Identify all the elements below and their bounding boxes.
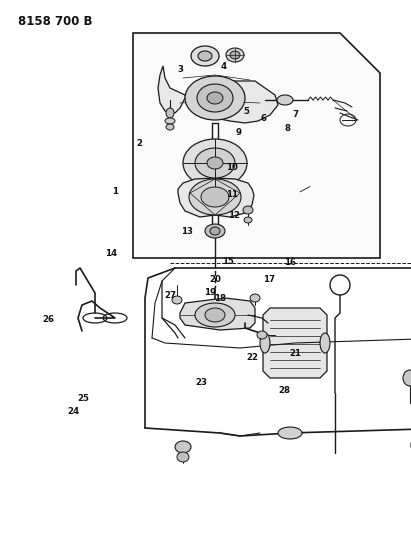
Polygon shape	[178, 178, 254, 217]
Ellipse shape	[175, 441, 191, 453]
Text: 6: 6	[260, 114, 266, 123]
Text: 15: 15	[222, 257, 234, 265]
Text: 28: 28	[279, 386, 291, 394]
Ellipse shape	[195, 303, 235, 327]
Ellipse shape	[191, 46, 219, 66]
Ellipse shape	[226, 48, 244, 62]
Text: 5: 5	[244, 108, 249, 116]
Ellipse shape	[207, 92, 223, 104]
Ellipse shape	[205, 224, 225, 238]
Text: 8158 700 B: 8158 700 B	[18, 15, 92, 28]
Polygon shape	[180, 298, 255, 330]
Text: 10: 10	[226, 164, 238, 172]
Text: 19: 19	[203, 288, 216, 296]
Ellipse shape	[198, 51, 212, 61]
Ellipse shape	[257, 331, 267, 339]
Ellipse shape	[244, 217, 252, 223]
Ellipse shape	[185, 76, 245, 120]
Ellipse shape	[243, 206, 253, 214]
Ellipse shape	[210, 227, 220, 235]
Text: 2: 2	[137, 140, 143, 148]
Ellipse shape	[277, 95, 293, 105]
Ellipse shape	[250, 294, 260, 302]
Ellipse shape	[195, 148, 235, 178]
Ellipse shape	[201, 187, 229, 207]
Text: 9: 9	[236, 128, 241, 136]
Ellipse shape	[230, 51, 240, 59]
Text: 26: 26	[42, 316, 55, 324]
Ellipse shape	[197, 84, 233, 112]
Ellipse shape	[205, 308, 225, 322]
Polygon shape	[133, 33, 380, 258]
Polygon shape	[158, 66, 278, 123]
Text: 18: 18	[214, 294, 226, 303]
Text: 25: 25	[77, 394, 89, 403]
Polygon shape	[263, 308, 327, 378]
Text: 16: 16	[284, 258, 296, 266]
Ellipse shape	[403, 370, 411, 386]
Text: 8: 8	[285, 125, 291, 133]
Text: 17: 17	[263, 276, 275, 284]
Ellipse shape	[320, 333, 330, 353]
Ellipse shape	[183, 139, 247, 187]
Text: 1: 1	[112, 188, 118, 196]
Text: 14: 14	[105, 249, 117, 257]
Text: 3: 3	[178, 65, 184, 74]
Ellipse shape	[260, 333, 270, 353]
Ellipse shape	[165, 118, 175, 124]
Text: 20: 20	[210, 276, 222, 284]
Ellipse shape	[166, 108, 174, 118]
Ellipse shape	[177, 452, 189, 462]
Text: 12: 12	[228, 212, 240, 220]
Text: 11: 11	[226, 190, 238, 199]
Ellipse shape	[172, 296, 182, 304]
Text: 23: 23	[195, 378, 208, 387]
Ellipse shape	[189, 179, 241, 215]
Text: 4: 4	[221, 62, 227, 70]
Ellipse shape	[166, 124, 174, 130]
Ellipse shape	[207, 157, 223, 169]
Text: 24: 24	[67, 407, 79, 416]
Text: 7: 7	[293, 110, 299, 119]
Text: 21: 21	[289, 350, 301, 358]
Text: 22: 22	[247, 353, 259, 361]
Text: 27: 27	[164, 292, 177, 300]
Text: 13: 13	[181, 228, 193, 236]
Ellipse shape	[278, 427, 302, 439]
